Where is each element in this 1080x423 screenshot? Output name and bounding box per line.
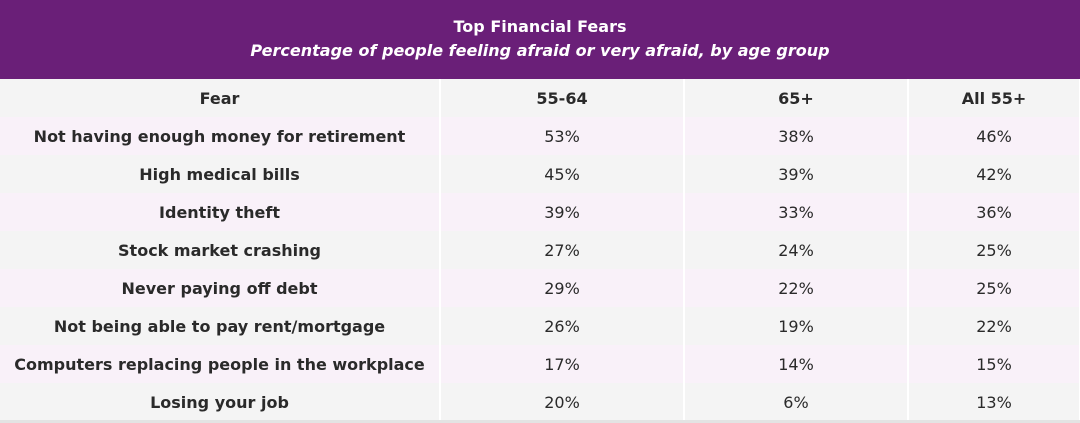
cell-all-55-plus: 46%: [908, 117, 1080, 155]
row-label: Not being able to pay rent/mortgage: [0, 307, 441, 345]
cell-all-55-plus: 42%: [908, 155, 1080, 193]
table-subtitle: Percentage of people feeling afraid or v…: [250, 41, 830, 60]
cell-all-55-plus: 15%: [908, 345, 1080, 383]
cell-65-plus: 39%: [684, 155, 909, 193]
table-row: Computers replacing people in the workpl…: [0, 345, 1080, 383]
table-header-banner: Top Financial Fears Percentage of people…: [0, 0, 1080, 79]
table-title: Top Financial Fears: [453, 17, 627, 36]
cell-55-64: 17%: [440, 345, 685, 383]
row-label: Not having enough money for retirement: [0, 117, 441, 155]
row-label: Losing your job: [0, 383, 441, 421]
cell-55-64: 39%: [440, 193, 685, 231]
table-row: Not being able to pay rent/mortgage 26% …: [0, 307, 1080, 345]
table-row: Losing your job 20% 6% 13%: [0, 383, 1080, 421]
cell-65-plus: 22%: [684, 269, 909, 307]
cell-65-plus: 33%: [684, 193, 909, 231]
table-row: Stock market crashing 27% 24% 25%: [0, 231, 1080, 269]
fears-table-container: Fear 55-64 65+ All 55+ Not having enough…: [0, 79, 1080, 423]
column-header-row: Fear 55-64 65+ All 55+: [0, 79, 1080, 117]
cell-55-64: 20%: [440, 383, 685, 421]
column-header-all-55-plus: All 55+: [908, 79, 1080, 117]
column-header-fear: Fear: [0, 79, 441, 117]
row-label: Stock market crashing: [0, 231, 441, 269]
row-label: Never paying off debt: [0, 269, 441, 307]
table-row: Identity theft 39% 33% 36%: [0, 193, 1080, 231]
column-header-55-64: 55-64: [440, 79, 685, 117]
cell-55-64: 26%: [440, 307, 685, 345]
cell-all-55-plus: 13%: [908, 383, 1080, 421]
cell-65-plus: 14%: [684, 345, 909, 383]
table-row: Never paying off debt 29% 22% 25%: [0, 269, 1080, 307]
cell-65-plus: 19%: [684, 307, 909, 345]
cell-all-55-plus: 36%: [908, 193, 1080, 231]
row-label: High medical bills: [0, 155, 441, 193]
fears-table: Fear 55-64 65+ All 55+ Not having enough…: [0, 79, 1080, 421]
cell-55-64: 29%: [440, 269, 685, 307]
cell-65-plus: 6%: [684, 383, 909, 421]
cell-55-64: 27%: [440, 231, 685, 269]
column-header-65-plus: 65+: [684, 79, 909, 117]
cell-all-55-plus: 25%: [908, 231, 1080, 269]
cell-55-64: 45%: [440, 155, 685, 193]
cell-65-plus: 24%: [684, 231, 909, 269]
cell-all-55-plus: 25%: [908, 269, 1080, 307]
cell-65-plus: 38%: [684, 117, 909, 155]
table-bottom-border: [0, 420, 1080, 423]
table-row: High medical bills 45% 39% 42%: [0, 155, 1080, 193]
table-row: Not having enough money for retirement 5…: [0, 117, 1080, 155]
cell-55-64: 53%: [440, 117, 685, 155]
row-label: Identity theft: [0, 193, 441, 231]
cell-all-55-plus: 22%: [908, 307, 1080, 345]
row-label: Computers replacing people in the workpl…: [0, 345, 441, 383]
